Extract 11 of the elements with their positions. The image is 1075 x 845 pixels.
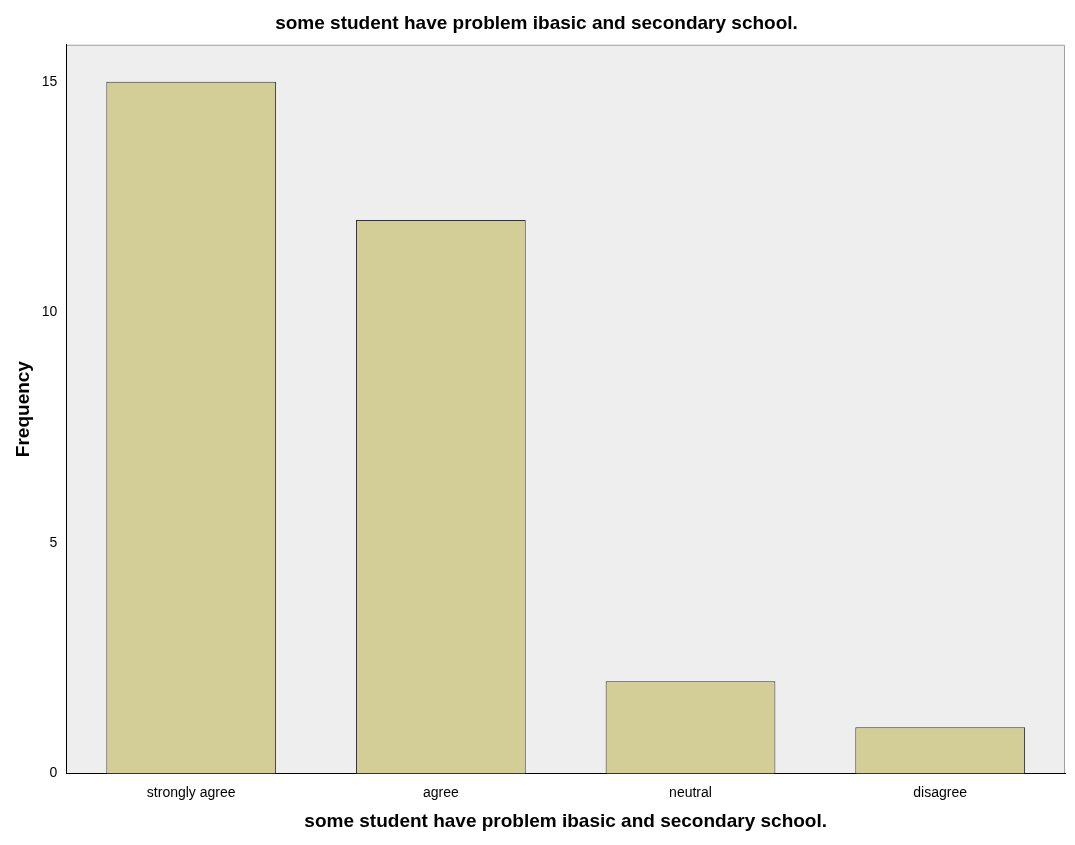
y-tick-label: 5 bbox=[49, 533, 58, 550]
x-tick-label: agree bbox=[422, 783, 459, 800]
y-tick-label: 0 bbox=[49, 764, 58, 781]
x-tick-label: neutral bbox=[669, 783, 712, 800]
chart-title: some student have problem ibasic and secondary school. bbox=[275, 11, 798, 33]
y-tick-label: 10 bbox=[41, 303, 58, 320]
y-axis-title: Frequency bbox=[11, 360, 33, 458]
y-tick-label: 15 bbox=[41, 72, 58, 89]
x-axis-title: some student have problem ibasic and secondary school. bbox=[304, 809, 828, 831]
x-tick-label: disagree bbox=[913, 783, 968, 800]
x-tick-label: strongly agree bbox=[146, 783, 236, 800]
